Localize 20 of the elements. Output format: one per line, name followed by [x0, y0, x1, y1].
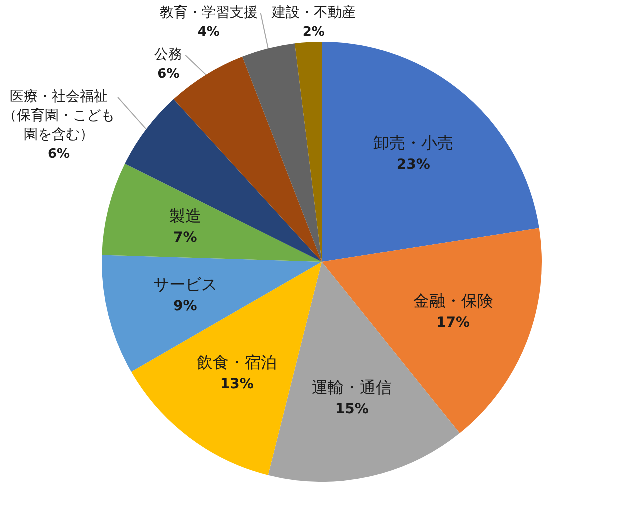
slice-label: 医療・社会福祉（保育園・こども園を含む）	[3, 89, 116, 144]
slice-label: サービス	[153, 275, 218, 294]
slice-label: 卸売・小売	[374, 134, 454, 153]
data-label: 13%	[220, 376, 254, 392]
data-label: 4%	[198, 24, 220, 40]
slice-label: 建設・不動産	[270, 5, 356, 22]
data-label: 6%	[158, 66, 180, 82]
data-label: 23%	[396, 157, 430, 174]
data-label: 9%	[174, 298, 198, 314]
slice-label: 製造	[169, 206, 202, 226]
data-label: 2%	[302, 24, 325, 40]
data-label: 6%	[48, 146, 70, 162]
slice-label: 金融・保険	[413, 292, 494, 311]
slice-label: 運輸・通信	[312, 378, 392, 398]
data-label: 15%	[335, 402, 369, 418]
slice-label: 教育・学習支援	[160, 4, 258, 22]
slice-label: 公務	[154, 47, 183, 64]
slice-label: 飲食・宿泊	[197, 353, 278, 372]
data-label: 7%	[174, 230, 198, 246]
data-label: 17%	[436, 315, 470, 332]
